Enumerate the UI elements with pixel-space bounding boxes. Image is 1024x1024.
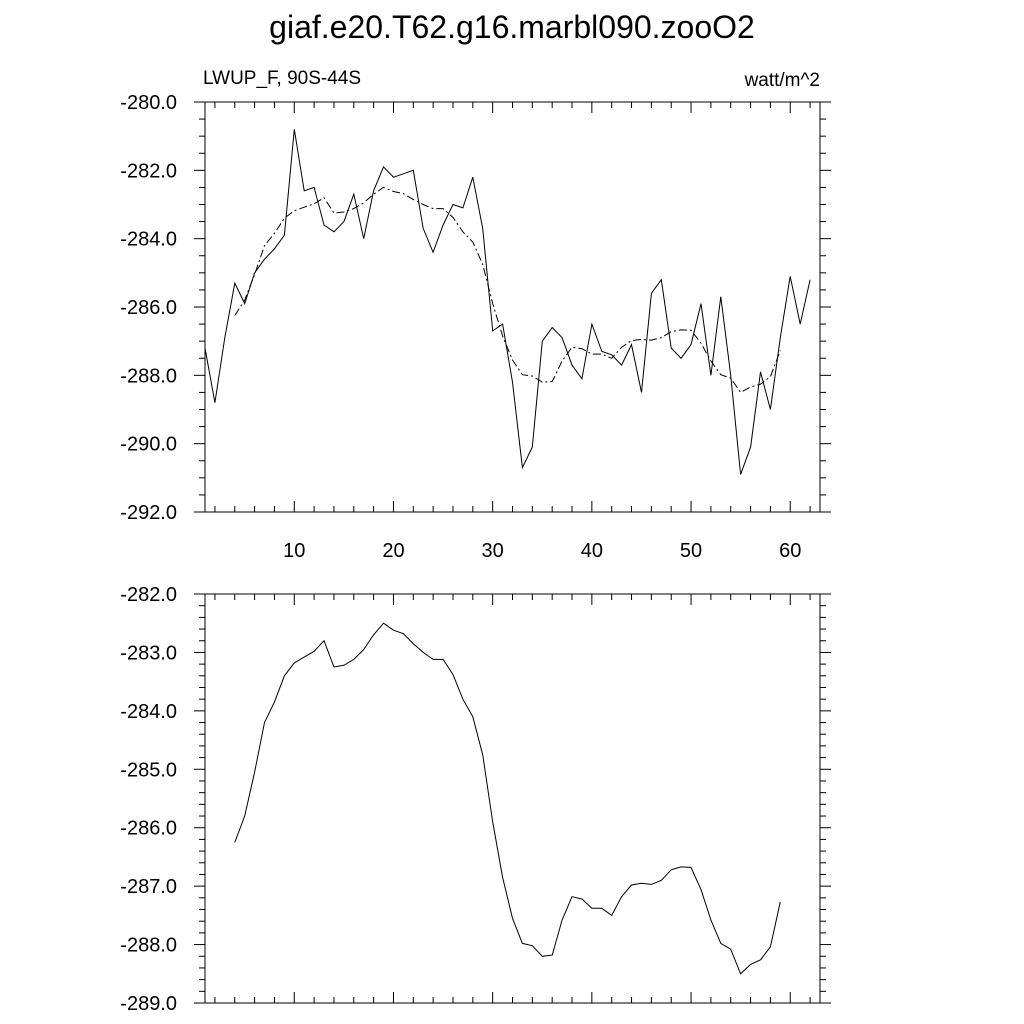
panel-1-y-tick-label: -284.0	[120, 229, 177, 251]
panel-1-frame	[204, 101, 821, 513]
panel-1-y-tick-label: -282.0	[120, 160, 177, 182]
panel-1-plot: 10 20 30 40 50 60 -280.0 -282.0 -284.0 -286.0 -288…	[120, 92, 831, 562]
panel-1-y-tick-label: -280.0	[120, 92, 177, 114]
panel-2-series-running-mean	[234, 622, 781, 975]
panel-2-y-tick-label: -289.0	[120, 993, 177, 1015]
panel-2-y-tick-label: -288.0	[120, 935, 177, 957]
panel-1-x-tick-label: 10	[283, 540, 305, 562]
panel-1-x-tick-label: 20	[382, 540, 404, 562]
chart-title: giaf.e20.T62.g16.marbl090.zooO2	[269, 9, 755, 45]
panel-1-x-tick-label: 40	[581, 540, 603, 562]
panel-2-y-tick-label: -285.0	[120, 759, 177, 781]
panel-2-y-tick-label: -286.0	[120, 818, 177, 840]
panel-2-y-tick-label: -282.0	[120, 584, 177, 606]
panel-2-plot: -282.0 -283.0 -284.0 -285.0 -286.0 -287.0 -288…	[120, 584, 831, 1015]
panel-1-series-raw	[204, 129, 811, 475]
panel-1-series-running-mean	[234, 186, 781, 394]
panel-2-y-tick-label: -287.0	[120, 876, 177, 898]
panel-2-frame	[204, 593, 821, 1004]
panel-1-y-tick-label: -292.0	[120, 502, 177, 524]
panel-2-y-tick-label: -283.0	[120, 642, 177, 664]
panel-1-x-tick-label: 60	[779, 540, 801, 562]
panel-1-y-tick-label: -286.0	[120, 297, 177, 319]
panel-2-y-tick-label: -284.0	[120, 701, 177, 723]
panel-1-y-tick-label: -290.0	[120, 434, 177, 456]
panel-1-x-tick-label: 30	[482, 540, 504, 562]
panel-1-x-tick-label: 50	[680, 540, 702, 562]
panel-1-left-label: LWUP_F, 90S-44S	[203, 68, 361, 89]
panel-1-units-label: watt/m^2	[744, 70, 820, 91]
panel-1-y-tick-label: -288.0	[120, 365, 177, 387]
